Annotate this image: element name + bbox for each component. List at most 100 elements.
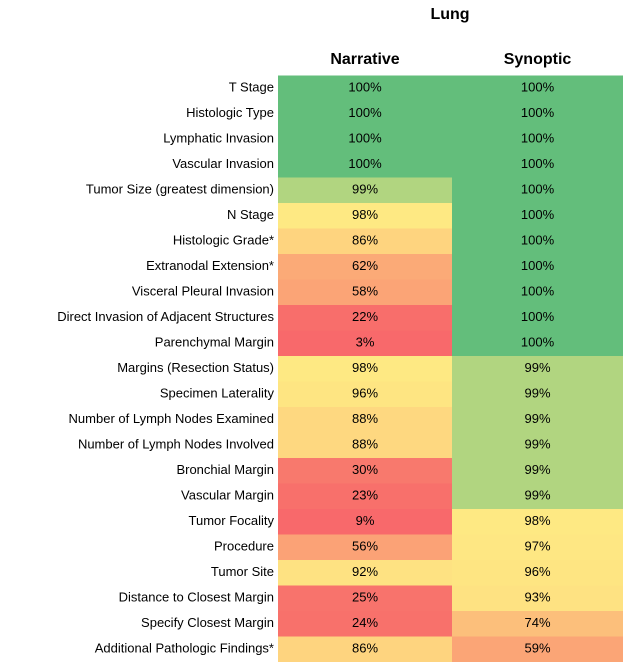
row-label: Extranodal Extension* — [146, 258, 274, 273]
heatmap-cell — [278, 432, 452, 458]
cell-label: 100% — [521, 131, 555, 146]
column-header: Narrative — [330, 51, 399, 68]
cell-label: 100% — [348, 105, 382, 120]
cell-label: 88% — [352, 411, 378, 426]
row-label: Histologic Type — [186, 105, 274, 120]
heatmap-cell — [452, 177, 623, 203]
heatmap-cell — [278, 585, 452, 611]
row-label: Tumor Site — [211, 564, 274, 579]
heatmap-cell — [452, 636, 623, 662]
heatmap-cell — [278, 203, 452, 229]
heatmap-cell — [278, 152, 452, 178]
row-label: Bronchial Margin — [176, 462, 274, 477]
heatmap-cell — [278, 611, 452, 637]
cell-label: 100% — [521, 182, 555, 197]
cell-label: 62% — [352, 258, 378, 273]
heatmap-cell — [452, 254, 623, 280]
cell-label: 86% — [352, 233, 378, 248]
cell-label: 97% — [524, 539, 550, 554]
cell-label: 99% — [524, 462, 550, 477]
cell-label: 99% — [524, 360, 550, 375]
cell-label: 93% — [524, 590, 550, 605]
row-label: Number of Lymph Nodes Involved — [78, 437, 274, 452]
row-label: Specimen Laterality — [160, 386, 275, 401]
cell-label: 100% — [521, 80, 555, 95]
row-label: Tumor Focality — [189, 513, 275, 528]
heatmap-cell — [452, 203, 623, 229]
heatmap-cell — [452, 458, 623, 484]
heatmap-cell — [278, 356, 452, 382]
cell-label: 98% — [524, 513, 550, 528]
heatmap-cell — [452, 585, 623, 611]
row-label: Vascular Margin — [181, 488, 274, 503]
cell-label: 99% — [524, 488, 550, 503]
heatmap-cell — [452, 381, 623, 407]
heatmap-cell — [278, 534, 452, 560]
heatmap-cell — [278, 560, 452, 586]
row-label: Distance to Closest Margin — [119, 590, 274, 605]
chart-title: Lung — [430, 6, 469, 23]
heatmap-cell — [278, 101, 452, 127]
heatmap-cell — [278, 509, 452, 535]
cell-label: 98% — [352, 360, 378, 375]
cell-label: 100% — [348, 156, 382, 171]
row-label: T Stage — [229, 80, 274, 95]
cell-label: 100% — [348, 131, 382, 146]
heatmap-cell — [452, 305, 623, 331]
cell-label: 99% — [524, 386, 550, 401]
heatmap-cell — [452, 611, 623, 637]
heatmap-cell — [452, 152, 623, 178]
cell-label: 3% — [356, 335, 375, 350]
cell-label: 99% — [524, 411, 550, 426]
heatmap-cell — [278, 305, 452, 331]
cell-label: 58% — [352, 284, 378, 299]
cell-label: 99% — [352, 182, 378, 197]
heatmap-cell — [278, 407, 452, 433]
row-label: Tumor Size (greatest dimension) — [86, 182, 274, 197]
heatmap-cell — [278, 126, 452, 152]
cell-label: 56% — [352, 539, 378, 554]
heatmap-cell — [452, 407, 623, 433]
row-label: Margins (Resection Status) — [117, 360, 274, 375]
heatmap-cell — [278, 458, 452, 484]
cell-label: 24% — [352, 615, 378, 630]
heatmap-cell — [452, 330, 623, 356]
heatmap-cell — [452, 101, 623, 127]
heatmap-cell — [278, 636, 452, 662]
cell-label: 92% — [352, 564, 378, 579]
heatmap-cell — [452, 560, 623, 586]
heatmap-cell — [278, 75, 452, 101]
cell-label: 9% — [356, 513, 375, 528]
heatmap-cell — [452, 75, 623, 101]
cell-label: 100% — [521, 207, 555, 222]
row-label: Additional Pathologic Findings* — [95, 641, 274, 656]
row-label: Histologic Grade* — [173, 233, 274, 248]
cell-label: 74% — [524, 615, 550, 630]
heatmap-cell — [278, 483, 452, 509]
heatmap-cell — [452, 534, 623, 560]
row-label: N Stage — [227, 207, 274, 222]
row-label: Vascular Invasion — [172, 156, 274, 171]
heatmap-cell — [452, 509, 623, 535]
heatmap-cell — [452, 279, 623, 305]
cell-label: 25% — [352, 590, 378, 605]
cell-label: 100% — [521, 105, 555, 120]
cell-label: 96% — [524, 564, 550, 579]
column-header: Synoptic — [504, 51, 572, 68]
heatmap-cell — [452, 432, 623, 458]
row-label: Number of Lymph Nodes Examined — [69, 411, 274, 426]
cell-label: 96% — [352, 386, 378, 401]
cell-label: 100% — [521, 284, 555, 299]
row-label: Procedure — [214, 539, 274, 554]
row-label: Lymphatic Invasion — [163, 131, 274, 146]
heatmap-cell — [278, 177, 452, 203]
cell-label: 100% — [521, 258, 555, 273]
heatmap-cell — [452, 228, 623, 254]
cell-label: 100% — [521, 309, 555, 324]
cell-label: 100% — [348, 80, 382, 95]
heatmap-cell — [278, 228, 452, 254]
cell-label: 100% — [521, 335, 555, 350]
cell-label: 22% — [352, 309, 378, 324]
cell-label: 100% — [521, 233, 555, 248]
